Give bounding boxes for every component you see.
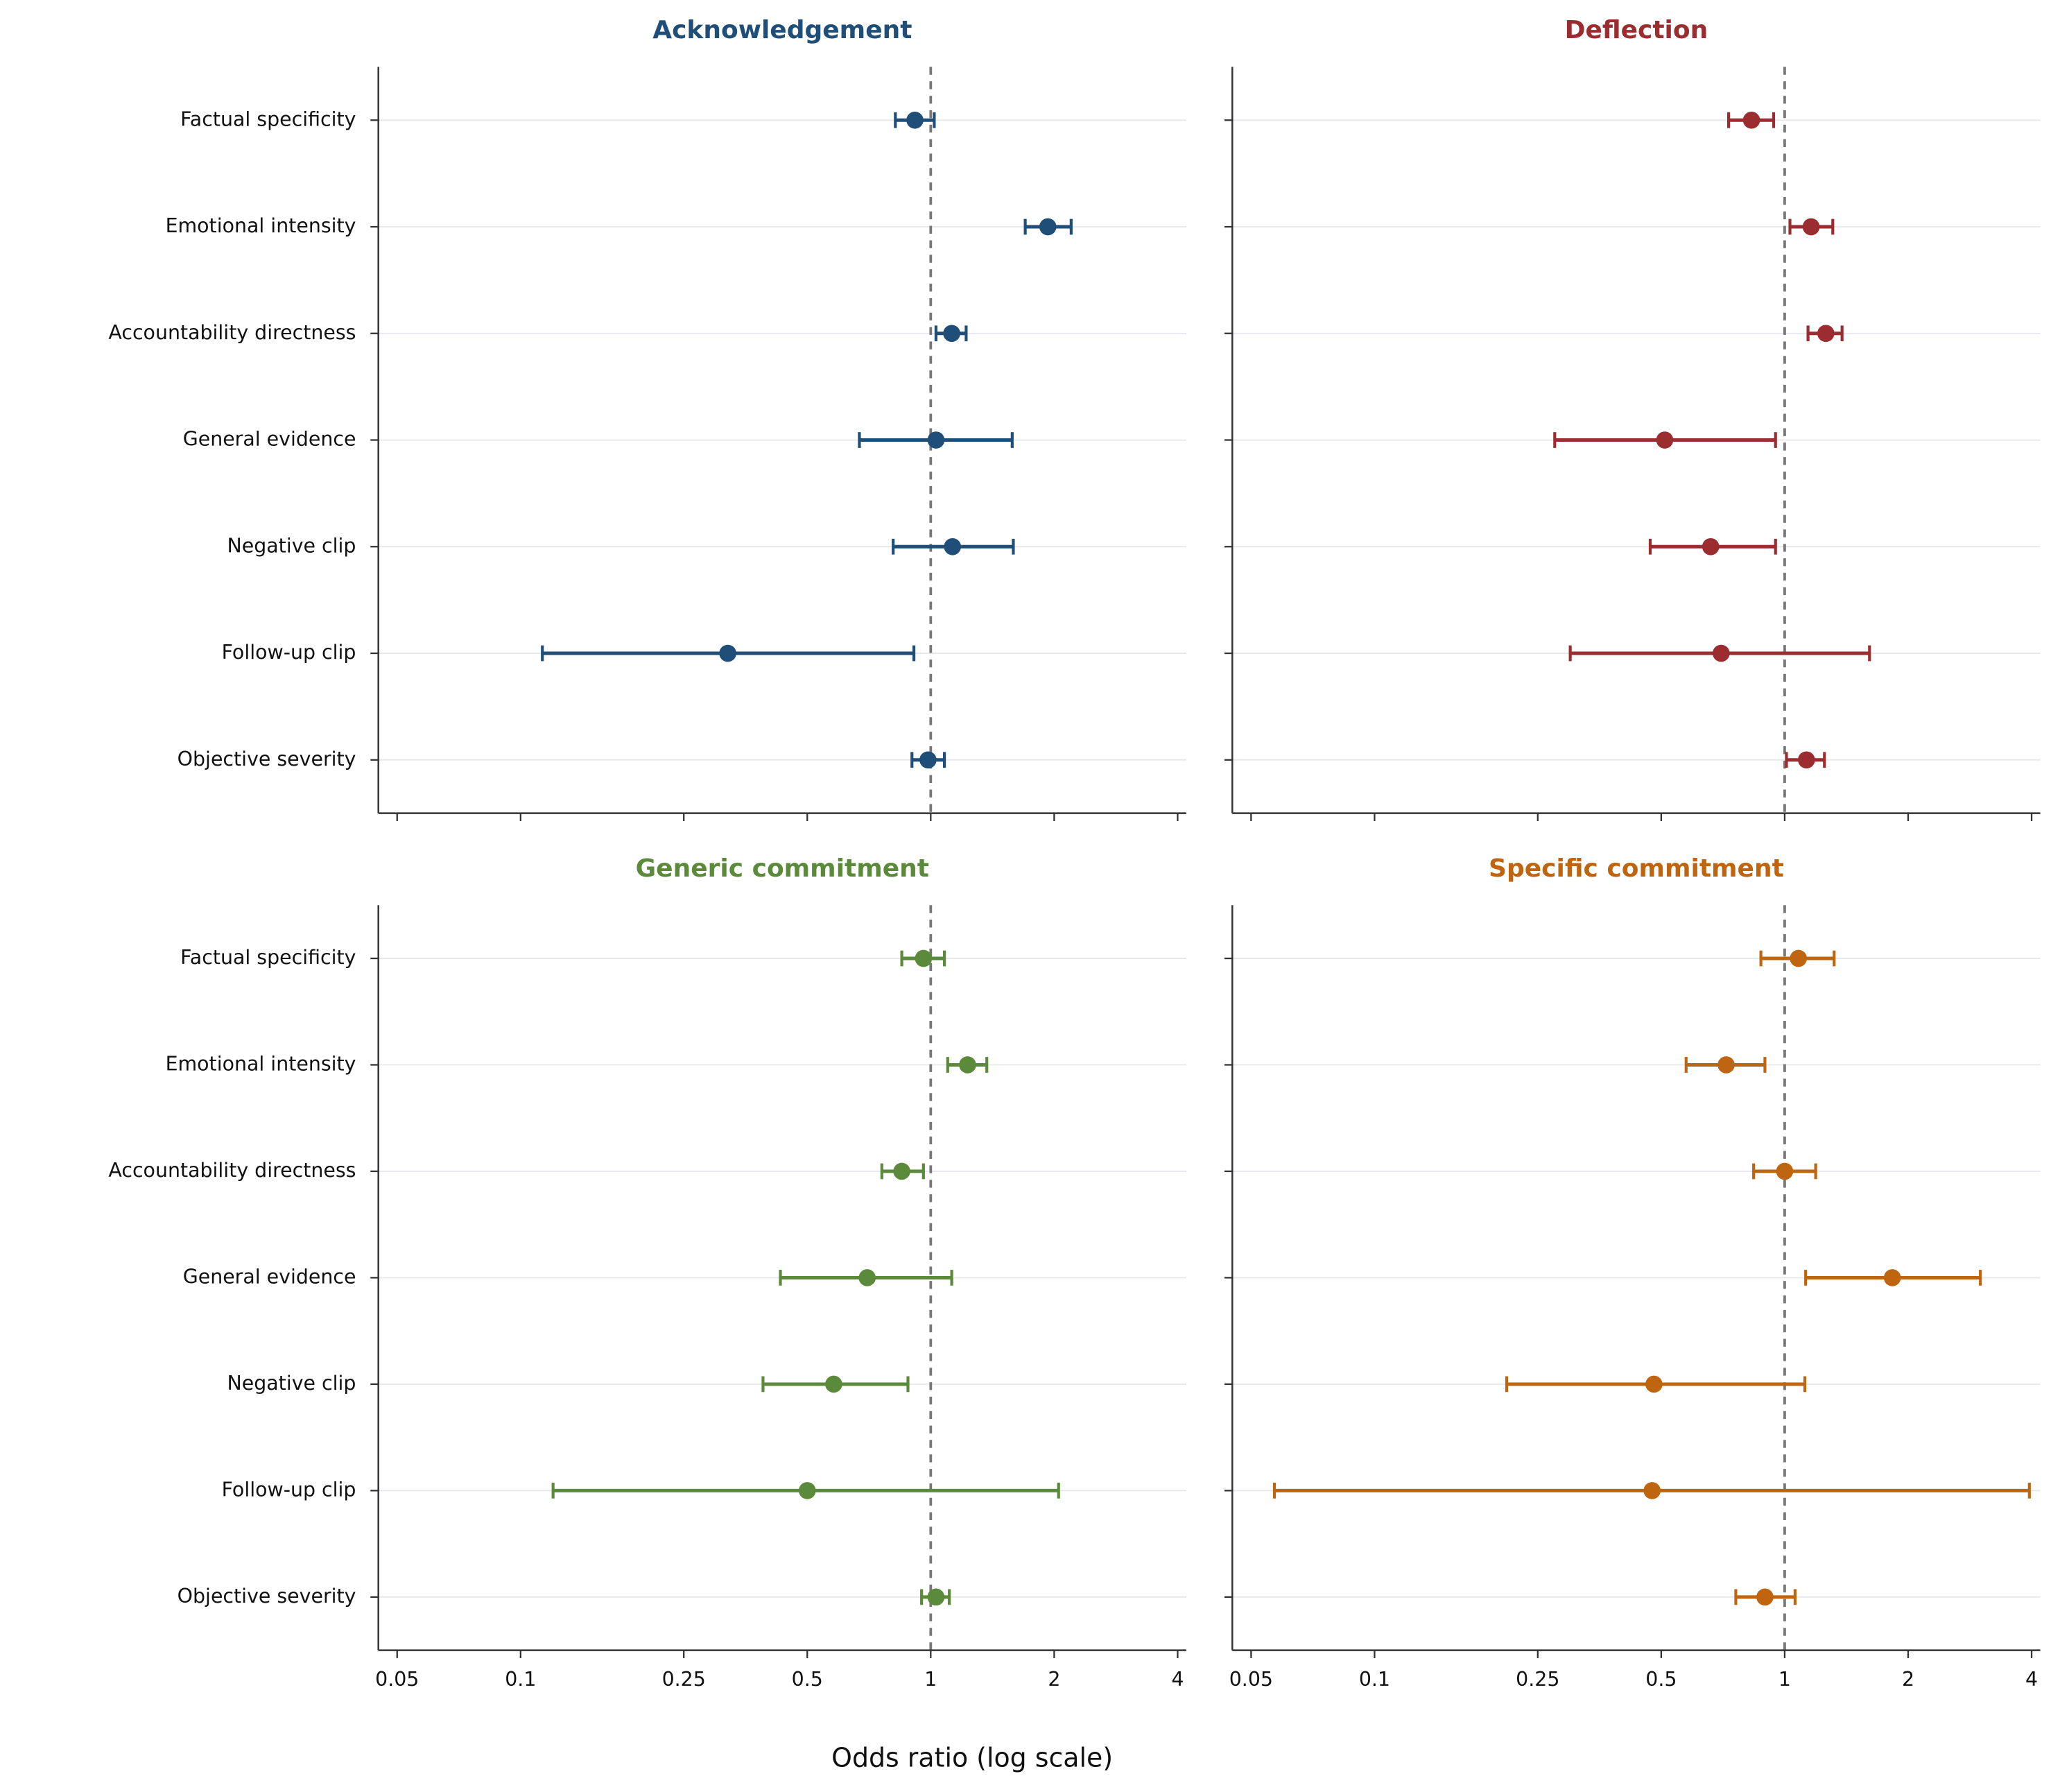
y-tick-label: Accountability directness: [108, 1159, 356, 1182]
point-estimate: [798, 1482, 816, 1499]
point-estimate: [944, 537, 962, 555]
y-tick-label: General evidence: [183, 428, 356, 451]
y-tick-label: Follow-up clip: [222, 641, 356, 664]
x-tick-label: 0.05: [1229, 1668, 1273, 1691]
x-tick-label: 1: [924, 1668, 937, 1691]
y-tick-label: Objective severity: [178, 1585, 356, 1608]
x-tick-label: 0.25: [662, 1668, 706, 1691]
x-tick-label: 2: [1902, 1668, 1914, 1691]
point-estimate: [1656, 431, 1674, 449]
panel-title: Specific commitment: [1489, 854, 1784, 883]
point-estimate: [1802, 218, 1820, 236]
point-estimate: [1817, 325, 1835, 343]
point-estimate: [858, 1269, 876, 1286]
x-tick-label: 0.1: [505, 1668, 536, 1691]
y-tick-label: Objective severity: [178, 748, 356, 770]
panel-title: Deflection: [1565, 16, 1708, 44]
y-tick-label: Negative clip: [227, 534, 356, 557]
point-estimate: [1798, 751, 1815, 769]
point-estimate: [1790, 949, 1808, 967]
x-tick-label: 4: [2025, 1668, 2038, 1691]
point-estimate: [893, 1162, 910, 1180]
point-estimate: [825, 1375, 842, 1393]
x-tick-label: 0.5: [792, 1668, 823, 1691]
point-estimate: [1643, 1482, 1661, 1499]
point-estimate: [906, 111, 924, 129]
x-axis-label: Odds ratio (log scale): [831, 1742, 1113, 1773]
y-tick-label: Factual specificity: [180, 946, 356, 969]
x-tick-label: 1: [1778, 1668, 1791, 1691]
panel-title: Generic commitment: [636, 854, 929, 883]
point-estimate: [1039, 218, 1057, 236]
point-estimate: [1742, 111, 1760, 129]
panel-title: Acknowledgement: [652, 16, 912, 44]
y-tick-label: Factual specificity: [180, 107, 356, 130]
y-tick-label: Emotional intensity: [166, 214, 356, 237]
y-tick-label: Accountability directness: [108, 321, 356, 344]
x-tick-label: 0.25: [1516, 1668, 1559, 1691]
x-tick-label: 4: [1171, 1668, 1184, 1691]
point-estimate: [927, 1588, 945, 1606]
point-estimate: [1712, 644, 1730, 662]
point-estimate: [915, 949, 933, 967]
point-estimate: [1702, 537, 1720, 555]
point-estimate: [959, 1056, 976, 1074]
y-tick-label: Emotional intensity: [166, 1052, 356, 1075]
point-estimate: [919, 751, 937, 769]
x-tick-label: 0.1: [1359, 1668, 1390, 1691]
y-tick-label: Negative clip: [227, 1372, 356, 1395]
y-tick-label: Follow-up clip: [222, 1478, 356, 1501]
point-estimate: [1645, 1375, 1663, 1393]
point-estimate: [1756, 1588, 1774, 1606]
x-tick-label: 0.5: [1645, 1668, 1677, 1691]
point-estimate: [1717, 1056, 1735, 1074]
x-tick-label: 2: [1048, 1668, 1060, 1691]
point-estimate: [1883, 1269, 1901, 1286]
y-tick-label: General evidence: [183, 1265, 356, 1288]
point-estimate: [719, 644, 736, 662]
point-estimate: [1776, 1162, 1794, 1180]
point-estimate: [927, 431, 945, 449]
x-tick-label: 0.05: [375, 1668, 419, 1691]
point-estimate: [943, 325, 960, 343]
